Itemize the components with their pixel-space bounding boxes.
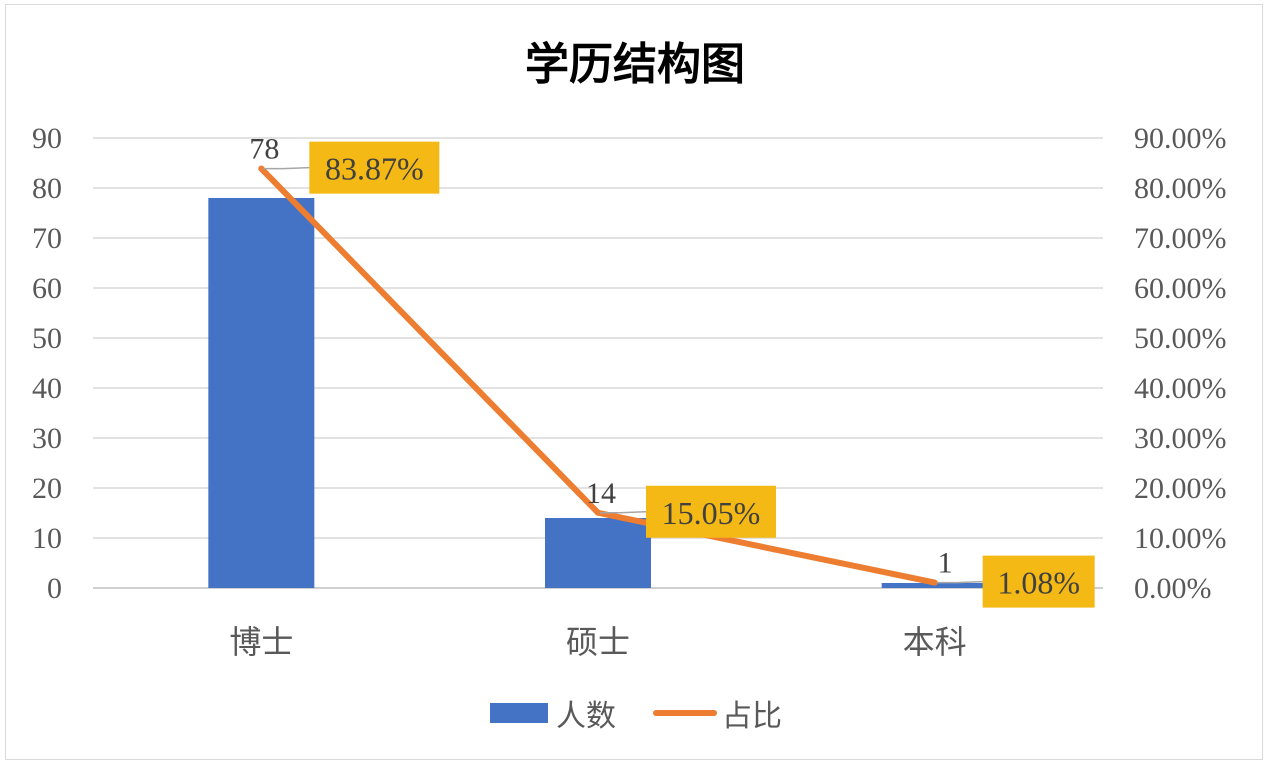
y-right-tick-label: 70.00% bbox=[1134, 222, 1227, 255]
bar bbox=[545, 518, 651, 588]
leader-line bbox=[263, 166, 310, 170]
leader-line bbox=[600, 511, 647, 514]
legend-label-line: 占比 bbox=[722, 699, 782, 734]
y-left-tick-label: 0 bbox=[47, 572, 62, 605]
leader-line bbox=[936, 580, 983, 584]
y-right-tick-label: 30.00% bbox=[1134, 422, 1227, 455]
x-tick-label: 本科 bbox=[903, 623, 967, 661]
y-right-tick-label: 50.00% bbox=[1134, 322, 1227, 355]
y-right-tick-label: 0.00% bbox=[1134, 572, 1212, 605]
pct-value-label: 1.08% bbox=[997, 565, 1080, 601]
y-right-tick-label: 40.00% bbox=[1134, 372, 1227, 405]
chart-svg: 学历结构图 0 10 20 30 40 50 60 70 80 90 0.00% 10.00% 20.… bbox=[32, 39, 1227, 734]
bar-value-label: 1 bbox=[938, 547, 953, 580]
y-left-tick-label: 40 bbox=[32, 372, 62, 405]
bar bbox=[208, 198, 315, 588]
y-right-tick-label: 90.00% bbox=[1134, 122, 1227, 155]
y-left-tick-label: 60 bbox=[32, 272, 62, 305]
x-tick-label: 硕士 bbox=[566, 623, 630, 661]
legend: 人数 占比 bbox=[490, 699, 782, 734]
x-axis: 博士 硕士 本科 bbox=[229, 623, 966, 661]
bar-value-label: 78 bbox=[249, 133, 279, 166]
y-left-tick-label: 70 bbox=[32, 222, 62, 255]
x-tick-label: 博士 bbox=[229, 623, 293, 661]
y-left-tick-label: 90 bbox=[32, 122, 62, 155]
y-left-tick-label: 30 bbox=[32, 422, 62, 455]
pct-label-box bbox=[309, 141, 440, 194]
y-left-tick-label: 20 bbox=[32, 472, 62, 505]
data-labels: 78 14 1 83.87% 15.05% 1.08% bbox=[249, 133, 1095, 608]
legend-swatch-bar bbox=[490, 703, 548, 723]
legend-label-bar: 人数 bbox=[556, 699, 616, 734]
pct-value-label: 83.87% bbox=[325, 151, 424, 187]
y-right-tick-label: 10.00% bbox=[1134, 522, 1227, 555]
line-point bbox=[258, 165, 265, 172]
y-left-tick-label: 50 bbox=[32, 322, 62, 355]
y-right-tick-label: 20.00% bbox=[1134, 472, 1227, 505]
y-right-tick-label: 80.00% bbox=[1134, 172, 1227, 205]
pct-label-box bbox=[982, 555, 1095, 608]
line-series bbox=[258, 165, 938, 586]
line-point bbox=[595, 509, 601, 516]
chart-title: 学历结构图 bbox=[525, 39, 745, 90]
pct-value-label: 15.05% bbox=[662, 495, 761, 531]
bar-value-label: 14 bbox=[586, 477, 616, 510]
pct-label-box bbox=[646, 485, 776, 538]
right-axis: 0.00% 10.00% 20.00% 30.00% 40.00% 50.00% 60.00… bbox=[1134, 122, 1227, 605]
chart-frame: 学历结构图 0 10 20 30 40 50 60 70 80 90 0.00% 10.00% 20.… bbox=[5, 4, 1263, 760]
y-left-tick-label: 10 bbox=[32, 522, 62, 555]
left-axis: 0 10 20 30 40 50 60 70 80 90 bbox=[32, 122, 62, 605]
bar-series bbox=[208, 198, 988, 588]
line-point bbox=[931, 579, 938, 586]
y-right-tick-label: 60.00% bbox=[1134, 272, 1227, 305]
y-left-tick-label: 80 bbox=[32, 172, 62, 205]
